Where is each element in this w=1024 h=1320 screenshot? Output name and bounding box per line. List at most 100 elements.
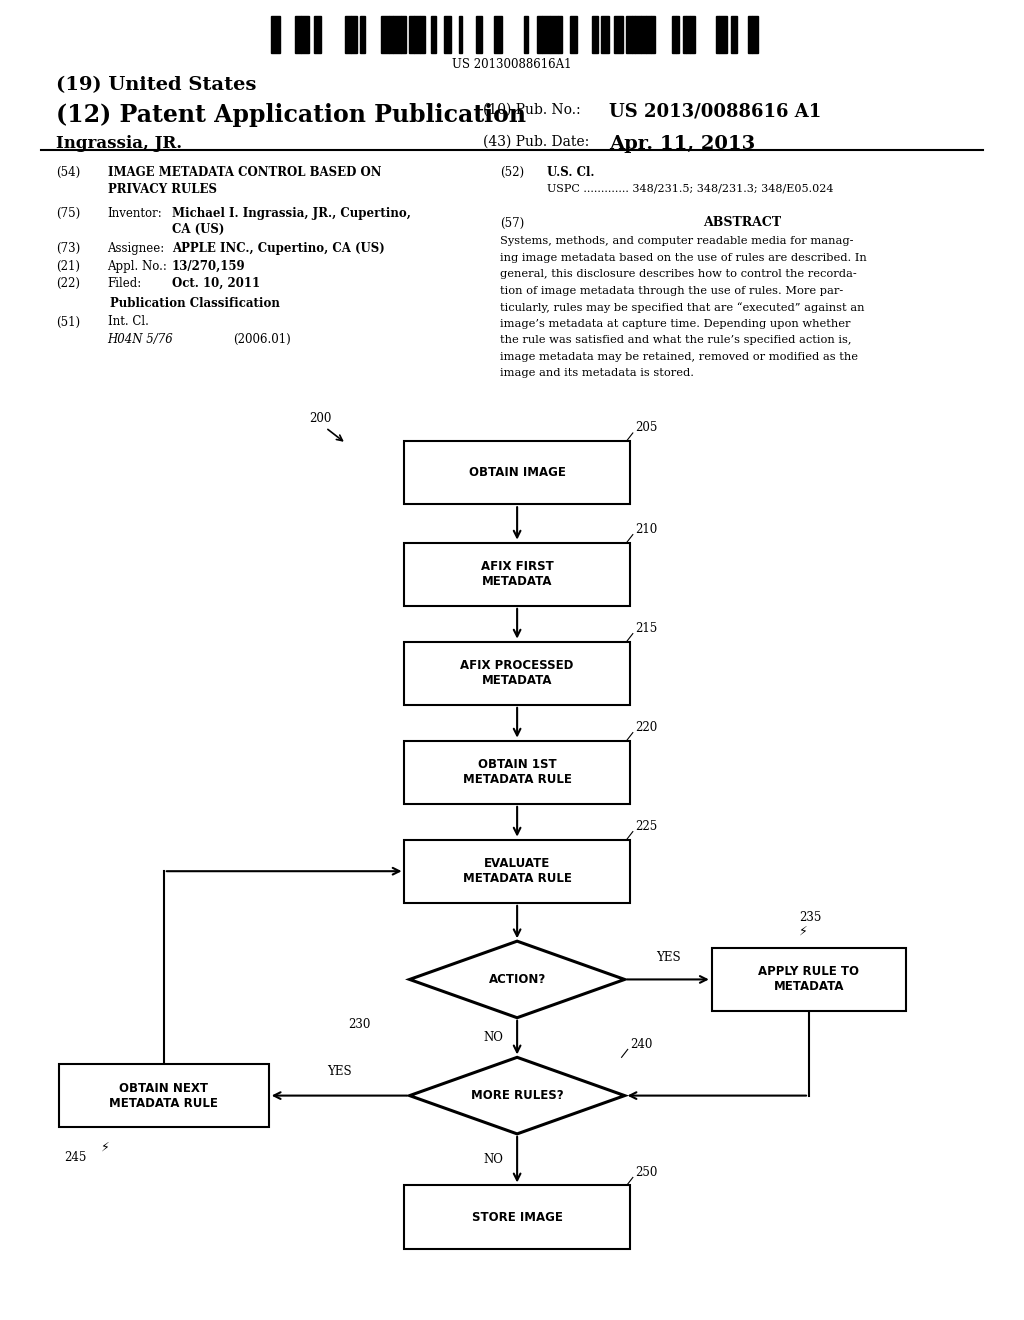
Text: general, this disclosure describes how to control the recorda-: general, this disclosure describes how t… <box>500 269 856 280</box>
Bar <box>641 16 646 53</box>
Bar <box>404 741 630 804</box>
Text: ⚡: ⚡ <box>100 1140 110 1154</box>
Text: OBTAIN IMAGE: OBTAIN IMAGE <box>469 466 565 479</box>
Text: U.S. Cl.: U.S. Cl. <box>547 166 594 180</box>
Text: (75): (75) <box>56 207 81 220</box>
Bar <box>614 16 623 53</box>
Text: (19) United States: (19) United States <box>56 77 257 95</box>
Text: PRIVACY RULES: PRIVACY RULES <box>108 183 216 197</box>
Bar <box>414 16 420 53</box>
Text: US 20130088616A1: US 20130088616A1 <box>453 58 571 71</box>
Text: Filed:: Filed: <box>108 277 141 290</box>
Bar <box>301 16 309 53</box>
Text: (21): (21) <box>56 260 80 273</box>
Text: AFIX FIRST
METADATA: AFIX FIRST METADATA <box>480 560 554 589</box>
Bar <box>404 1185 630 1249</box>
Bar <box>646 16 651 53</box>
Bar <box>409 16 414 53</box>
Bar <box>542 16 550 53</box>
Text: (12) Patent Application Publication: (12) Patent Application Publication <box>56 103 526 127</box>
Text: 230: 230 <box>348 1018 371 1031</box>
Bar <box>345 16 351 53</box>
Text: OBTAIN 1ST
METADATA RULE: OBTAIN 1ST METADATA RULE <box>463 758 571 787</box>
Text: CA (US): CA (US) <box>172 223 224 236</box>
Text: 200: 200 <box>309 412 332 425</box>
Text: (43) Pub. Date:: (43) Pub. Date: <box>483 135 590 149</box>
Bar <box>295 16 301 53</box>
Text: 220: 220 <box>635 721 657 734</box>
Text: APPLE INC., Cupertino, CA (US): APPLE INC., Cupertino, CA (US) <box>172 242 385 255</box>
Text: (54): (54) <box>56 166 81 180</box>
Bar <box>683 16 686 53</box>
Bar <box>570 16 577 53</box>
Text: ⚡: ⚡ <box>800 924 808 937</box>
Bar <box>676 16 679 53</box>
Bar <box>558 16 562 53</box>
Text: 225: 225 <box>635 820 657 833</box>
Bar <box>420 16 425 53</box>
Text: (57): (57) <box>500 216 524 230</box>
Text: 250: 250 <box>635 1166 657 1179</box>
Bar <box>731 16 737 53</box>
Bar <box>719 16 727 53</box>
Text: image and its metadata is stored.: image and its metadata is stored. <box>500 368 693 379</box>
Bar <box>550 16 558 53</box>
Bar <box>752 16 758 53</box>
Bar <box>632 16 635 53</box>
Text: EVALUATE
METADATA RULE: EVALUATE METADATA RULE <box>463 857 571 886</box>
Text: STORE IMAGE: STORE IMAGE <box>472 1210 562 1224</box>
Bar <box>381 16 389 53</box>
Bar <box>651 16 655 53</box>
Text: Michael I. Ingrassia, JR., Cupertino,: Michael I. Ingrassia, JR., Cupertino, <box>172 207 411 220</box>
Text: Apr. 11, 2013: Apr. 11, 2013 <box>609 135 756 153</box>
Bar <box>748 16 752 53</box>
Text: OBTAIN NEXT
METADATA RULE: OBTAIN NEXT METADATA RULE <box>110 1081 218 1110</box>
Bar <box>389 16 393 53</box>
Text: 205: 205 <box>635 421 657 434</box>
Text: 245: 245 <box>65 1151 86 1164</box>
Text: Publication Classification: Publication Classification <box>110 297 280 310</box>
Text: Int. Cl.: Int. Cl. <box>108 315 148 329</box>
Bar <box>431 16 436 53</box>
Text: Oct. 10, 2011: Oct. 10, 2011 <box>172 277 260 290</box>
Text: Systems, methods, and computer readable media for manag-: Systems, methods, and computer readable … <box>500 236 853 247</box>
Bar <box>351 16 357 53</box>
Text: AFIX PROCESSED
METADATA: AFIX PROCESSED METADATA <box>461 659 573 688</box>
Bar <box>672 16 676 53</box>
Text: 235: 235 <box>799 911 821 924</box>
Text: NO: NO <box>483 1031 503 1044</box>
Bar <box>524 16 528 53</box>
Bar <box>404 543 630 606</box>
Text: (51): (51) <box>56 315 81 329</box>
Bar <box>404 840 630 903</box>
Bar <box>712 948 906 1011</box>
Bar <box>626 16 632 53</box>
Text: 215: 215 <box>635 622 657 635</box>
Bar <box>476 16 482 53</box>
Text: MORE RULES?: MORE RULES? <box>471 1089 563 1102</box>
Text: image metadata may be retained, removed or modified as the: image metadata may be retained, removed … <box>500 352 858 362</box>
Text: (22): (22) <box>56 277 80 290</box>
Text: ACTION?: ACTION? <box>488 973 546 986</box>
Bar <box>393 16 401 53</box>
Text: US 2013/0088616 A1: US 2013/0088616 A1 <box>609 103 821 121</box>
Text: Assignee:: Assignee: <box>108 242 165 255</box>
Text: 13/270,159: 13/270,159 <box>172 260 246 273</box>
Text: image’s metadata at capture time. Depending upon whether: image’s metadata at capture time. Depend… <box>500 319 850 329</box>
Text: (52): (52) <box>500 166 524 180</box>
Text: tion of image metadata through the use of rules. More par-: tion of image metadata through the use o… <box>500 286 843 296</box>
Bar <box>444 16 451 53</box>
Bar <box>404 441 630 504</box>
Bar <box>494 16 502 53</box>
Text: (10) Pub. No.:: (10) Pub. No.: <box>483 103 581 117</box>
Text: H04N 5/76: H04N 5/76 <box>108 333 173 346</box>
Text: the rule was satisfied and what the rule’s specified action is,: the rule was satisfied and what the rule… <box>500 335 851 346</box>
Bar <box>690 16 695 53</box>
Text: ticularly, rules may be specified that are “executed” against an: ticularly, rules may be specified that a… <box>500 302 864 313</box>
Bar <box>592 16 598 53</box>
Bar <box>601 16 609 53</box>
Bar <box>401 16 406 53</box>
Text: YES: YES <box>327 1065 351 1078</box>
Bar <box>404 642 630 705</box>
Text: NO: NO <box>483 1154 503 1166</box>
